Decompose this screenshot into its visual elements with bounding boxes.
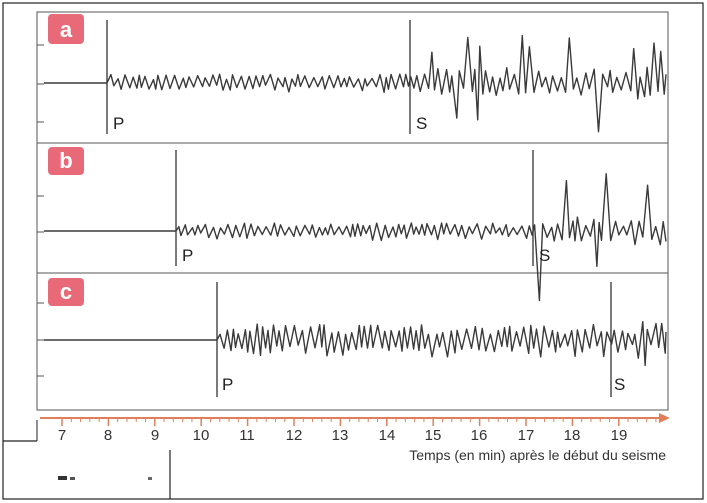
panel-badge-c: [48, 278, 84, 306]
plot-frame: [36, 11, 669, 411]
time-tick-11: 11: [239, 427, 255, 444]
s-wave-label-c: S: [614, 375, 625, 394]
p-wave-label-a: P: [113, 114, 124, 133]
frame-ticks: [37, 44, 44, 377]
time-axis-caption: Temps (en min) après le début du seisme: [409, 447, 666, 463]
seismic-trace-c: [44, 321, 667, 367]
time-tick-9: 9: [151, 427, 159, 444]
time-axis: 7 8 9 10 11 12 13 14 15 16 17 18 19 Temp…: [40, 413, 670, 463]
time-tick-10: 10: [193, 427, 210, 444]
time-tick-15: 15: [425, 427, 442, 444]
panel-label-c: c: [60, 279, 72, 304]
time-tick-17: 17: [518, 427, 535, 444]
panel-badge-a: [48, 14, 84, 44]
time-axis-arrow: [659, 413, 670, 423]
p-wave-label-b: P: [182, 246, 193, 265]
time-tick-12: 12: [286, 427, 303, 444]
seismic-trace-b: [44, 173, 667, 302]
panel-badge-b: [48, 147, 84, 175]
panel-b: b P S: [44, 147, 667, 302]
time-tick-18: 18: [564, 427, 581, 444]
panel-label-a: a: [60, 17, 73, 42]
s-wave-label-a: S: [416, 114, 427, 133]
time-tick-19: 19: [611, 427, 628, 444]
time-tick-8: 8: [104, 427, 112, 444]
time-tick-7: 7: [58, 427, 66, 444]
scan-artifacts: [3, 420, 171, 499]
panel-a: a P S: [44, 14, 667, 134]
seismic-trace-a: [44, 34, 667, 133]
time-tick-13: 13: [332, 427, 349, 444]
time-tick-16: 16: [471, 427, 488, 444]
time-axis-ticks: [61, 418, 657, 426]
time-tick-14: 14: [379, 427, 396, 444]
p-wave-label-c: P: [222, 375, 233, 394]
panel-label-b: b: [59, 148, 72, 173]
panel-c: c P S: [44, 278, 667, 397]
s-wave-label-b: S: [539, 246, 550, 265]
